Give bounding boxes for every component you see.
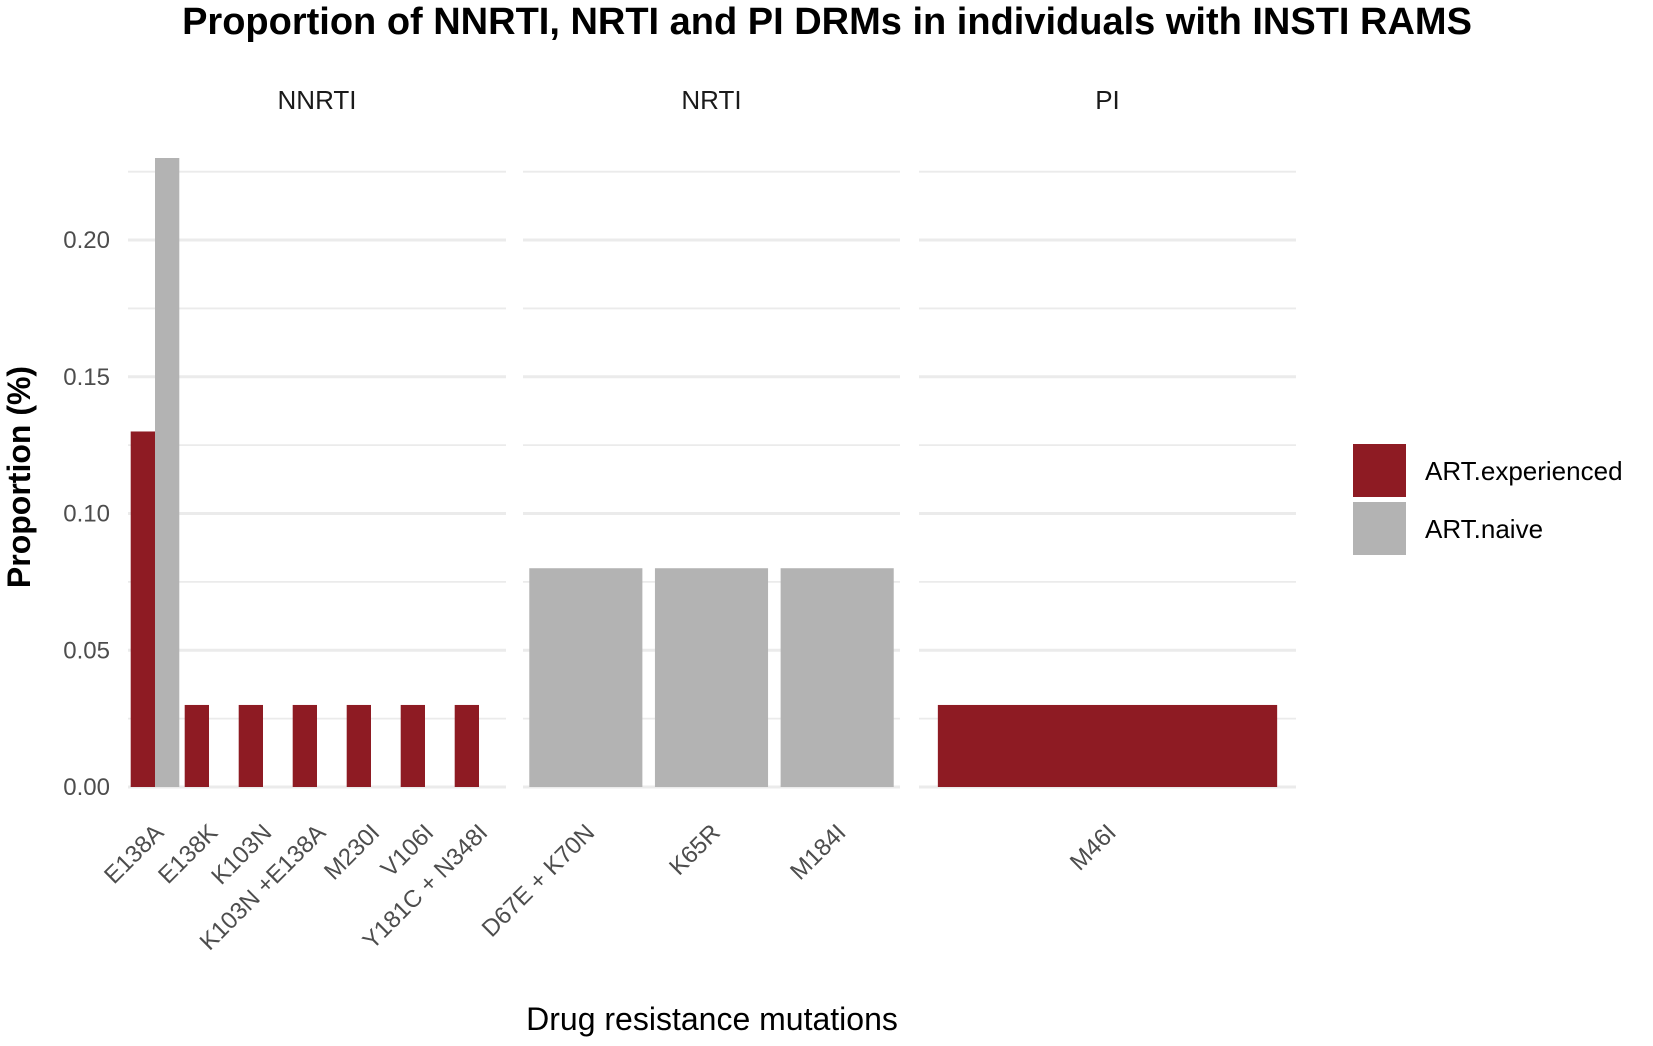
bar-m230i-art-experienced <box>346 704 371 787</box>
facet-strip-label: NRTI <box>681 85 741 115</box>
legend-label: ART.naive <box>1425 514 1543 544</box>
y-tick-label: 0.05 <box>63 637 110 664</box>
x-axis-title: Drug resistance mutations <box>526 1001 898 1037</box>
bar-v106i-art-experienced <box>400 704 425 787</box>
bar-e138a-art-naive <box>155 158 180 787</box>
bar-e138k-art-experienced <box>184 704 209 787</box>
chart-title: Proportion of NNRTI, NRTI and PI DRMs in… <box>182 1 1472 43</box>
x-tick-label: D67E + K70N <box>477 819 600 942</box>
y-tick-label: 0.00 <box>63 774 110 801</box>
bar-m184i-art-naive <box>780 568 894 787</box>
y-tick-label: 0.10 <box>63 501 110 528</box>
x-tick-label: K65R <box>664 819 726 881</box>
facet-panel-nrti: NRTI D67E + K70N K65R M184I <box>477 85 900 942</box>
facet-strip-label: PI <box>1095 85 1120 115</box>
facet-strip-label: NNRTI <box>278 85 357 115</box>
y-tick-label: 0.20 <box>63 227 110 254</box>
bar-k103n-art-experienced <box>238 704 263 787</box>
bar-d67e-k70n-art-naive <box>529 568 643 787</box>
legend: ART.experienced ART.naive <box>1353 444 1623 555</box>
legend-key-art-naive <box>1353 502 1406 555</box>
x-tick-label: M230I <box>319 819 385 885</box>
bar-m46i-art-experienced <box>937 704 1278 787</box>
x-tick-label: E138A <box>99 819 169 889</box>
y-tick-label: 0.15 <box>63 364 110 391</box>
bar-e138a-art-experienced <box>130 431 155 787</box>
x-tick-label: M184I <box>785 819 851 885</box>
bar-k65r-art-naive <box>654 568 769 787</box>
y-axis-title: Proportion (%) <box>1 366 37 588</box>
y-axis: 0.00 0.05 0.10 0.15 0.20 <box>63 227 110 801</box>
legend-key-art-experienced <box>1353 444 1406 497</box>
bar-y181c-n348i-art-experienced <box>454 704 479 787</box>
facet-panel-pi: PI M46I <box>919 85 1296 876</box>
bar-k103n-e138a-art-experienced <box>292 704 317 787</box>
x-tick-label: M46I <box>1065 819 1122 876</box>
legend-label: ART.experienced <box>1425 456 1623 486</box>
